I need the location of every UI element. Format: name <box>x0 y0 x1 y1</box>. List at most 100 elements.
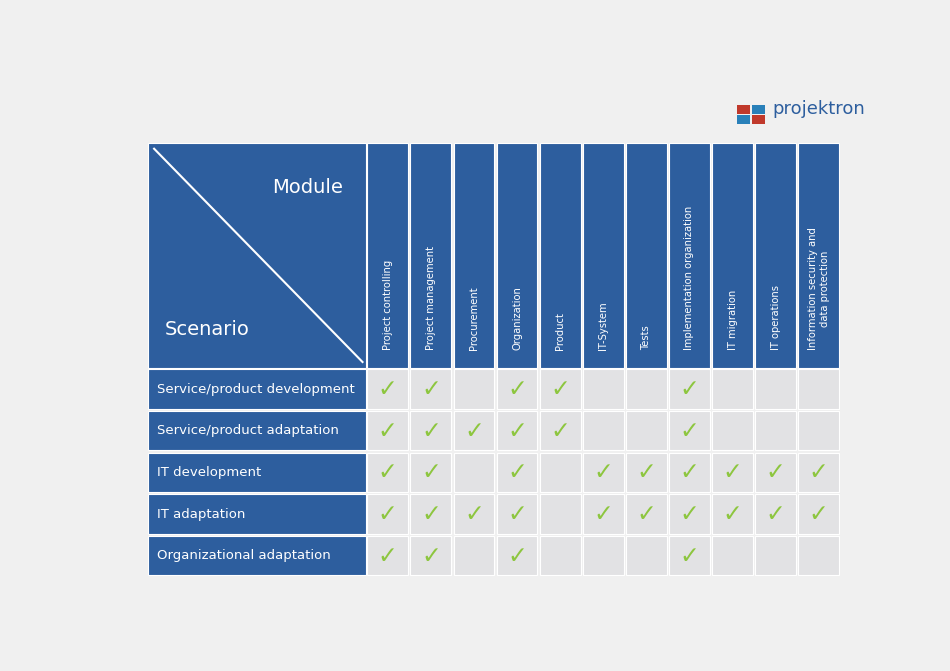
Text: IT development: IT development <box>157 466 261 479</box>
Text: ✓: ✓ <box>766 502 786 526</box>
Text: ✓: ✓ <box>464 502 484 526</box>
Bar <box>453 452 494 492</box>
Text: projektron: projektron <box>772 101 865 119</box>
Text: Module: Module <box>272 178 343 197</box>
Bar <box>540 495 580 534</box>
Text: IT-System: IT-System <box>598 301 608 350</box>
Bar <box>148 411 366 450</box>
Text: ✓: ✓ <box>594 502 613 526</box>
Text: ✓: ✓ <box>378 419 398 443</box>
Text: Project management: Project management <box>426 246 436 350</box>
Bar <box>712 536 753 576</box>
Bar <box>540 411 580 450</box>
Bar <box>368 411 408 450</box>
Bar <box>755 142 796 368</box>
Bar <box>752 105 765 114</box>
Text: ✓: ✓ <box>421 377 441 401</box>
Bar <box>626 142 667 368</box>
Bar <box>798 142 839 368</box>
Text: ✓: ✓ <box>550 377 570 401</box>
Text: Information security and
data protection: Information security and data protection <box>808 227 829 350</box>
Text: ✓: ✓ <box>636 502 656 526</box>
Bar <box>582 369 624 409</box>
Text: Service/product development: Service/product development <box>157 382 354 395</box>
Bar <box>368 142 408 368</box>
Text: ✓: ✓ <box>723 460 742 484</box>
Text: ✓: ✓ <box>378 502 398 526</box>
Bar <box>798 536 839 576</box>
Bar <box>453 495 494 534</box>
Bar <box>148 452 366 492</box>
Bar <box>755 452 796 492</box>
Bar <box>410 142 451 368</box>
Text: ✓: ✓ <box>421 419 441 443</box>
Bar <box>669 369 710 409</box>
Bar <box>712 411 753 450</box>
Bar <box>755 495 796 534</box>
Text: Tests: Tests <box>641 325 652 350</box>
Bar <box>497 369 538 409</box>
Bar <box>410 536 451 576</box>
Text: ✓: ✓ <box>594 460 613 484</box>
Bar <box>755 369 796 409</box>
Bar <box>540 142 580 368</box>
Text: ✓: ✓ <box>507 460 527 484</box>
Bar <box>410 495 451 534</box>
Bar <box>497 142 538 368</box>
Text: ✓: ✓ <box>550 419 570 443</box>
Text: ✓: ✓ <box>679 502 699 526</box>
Bar <box>798 369 839 409</box>
Bar <box>582 495 624 534</box>
Bar <box>626 536 667 576</box>
Text: ✓: ✓ <box>421 544 441 568</box>
Bar <box>755 536 796 576</box>
Bar <box>669 452 710 492</box>
Bar <box>669 536 710 576</box>
Bar <box>453 142 494 368</box>
Text: ✓: ✓ <box>421 460 441 484</box>
Bar <box>410 369 451 409</box>
Text: ✓: ✓ <box>378 377 398 401</box>
Text: ✓: ✓ <box>679 460 699 484</box>
Text: ✓: ✓ <box>507 502 527 526</box>
Bar <box>712 452 753 492</box>
Bar <box>497 495 538 534</box>
Bar <box>453 369 494 409</box>
Text: ✓: ✓ <box>378 544 398 568</box>
Bar <box>497 411 538 450</box>
Bar <box>540 536 580 576</box>
Bar <box>148 495 366 534</box>
Text: Project controlling: Project controlling <box>383 260 392 350</box>
Text: Service/product adaptation: Service/product adaptation <box>157 424 339 437</box>
Text: Product: Product <box>555 312 565 350</box>
Bar <box>626 369 667 409</box>
Bar <box>626 452 667 492</box>
Bar <box>798 452 839 492</box>
Text: ✓: ✓ <box>507 377 527 401</box>
Text: IT operations: IT operations <box>770 285 781 350</box>
Text: ✓: ✓ <box>507 419 527 443</box>
Bar <box>712 369 753 409</box>
Text: Procurement: Procurement <box>469 287 479 350</box>
Text: ✓: ✓ <box>723 502 742 526</box>
Bar <box>712 142 753 368</box>
Text: ✓: ✓ <box>679 377 699 401</box>
Bar <box>798 411 839 450</box>
Text: ✓: ✓ <box>378 460 398 484</box>
Bar <box>540 369 580 409</box>
Bar <box>582 142 624 368</box>
Bar <box>148 369 366 409</box>
Bar <box>148 536 366 576</box>
Bar <box>497 452 538 492</box>
Text: ✓: ✓ <box>766 460 786 484</box>
Bar <box>410 411 451 450</box>
Bar <box>368 452 408 492</box>
Text: Scenario: Scenario <box>164 320 250 340</box>
Bar <box>148 142 366 368</box>
Bar <box>582 452 624 492</box>
Bar <box>368 369 408 409</box>
Text: ✓: ✓ <box>808 502 828 526</box>
Bar <box>582 536 624 576</box>
Bar <box>755 411 796 450</box>
Bar <box>453 411 494 450</box>
